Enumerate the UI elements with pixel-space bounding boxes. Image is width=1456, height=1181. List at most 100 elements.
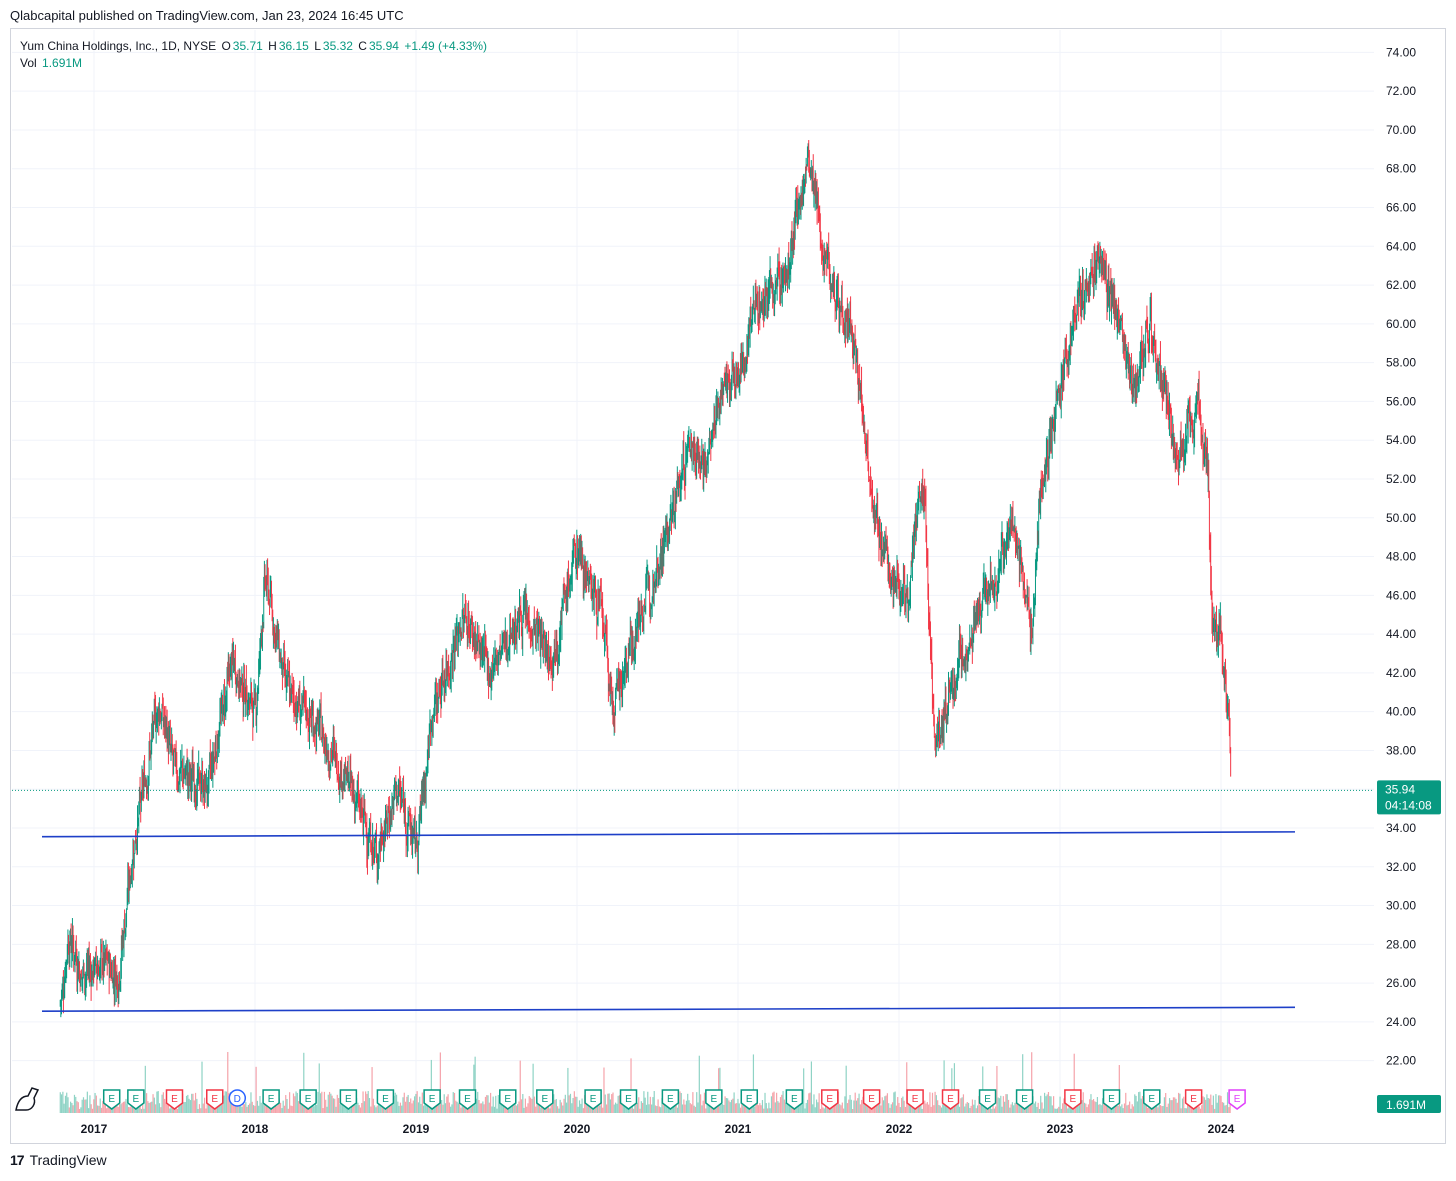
tradingview-logo-icon[interactable]: 17: [10, 1152, 25, 1168]
volume-bar: [1107, 1102, 1109, 1113]
volume-bar: [649, 1096, 651, 1113]
volume-bar: [1101, 1098, 1104, 1113]
volume-bar: [63, 1103, 65, 1113]
volume-bar: [410, 1098, 412, 1113]
volume-bar: [558, 1108, 560, 1113]
volume-bar: [67, 1097, 69, 1113]
volume-bar: [970, 1105, 972, 1113]
y-tick-label: 48.00: [1386, 550, 1416, 564]
footer-brand[interactable]: TradingView: [29, 1152, 107, 1168]
volume-bar: [1123, 1103, 1126, 1113]
volume-bar: [654, 1105, 657, 1113]
y-tick-label: 64.00: [1386, 239, 1416, 253]
volume-bar: [900, 1097, 903, 1113]
volume-bar: [1170, 1100, 1172, 1113]
volume-bar: [374, 1105, 376, 1113]
volume-bar: [76, 1101, 78, 1113]
volume-bar: [277, 1101, 279, 1113]
volume-bar: [907, 1098, 909, 1113]
volume-bar: [474, 1056, 476, 1113]
volume-bar: [416, 1091, 418, 1113]
volume-bar: [432, 1107, 434, 1113]
volume-bar: [1199, 1108, 1202, 1113]
volume-bar: [953, 1063, 956, 1113]
volume-bar: [326, 1106, 328, 1113]
volume-bar: [276, 1106, 278, 1113]
volume-bar: [1206, 1094, 1208, 1113]
volume-bar: [227, 1051, 229, 1113]
event-marker-label: E: [345, 1094, 352, 1105]
volume-bar: [937, 1100, 939, 1113]
volume-bar: [1154, 1104, 1156, 1113]
volume-bar: [460, 1107, 462, 1113]
volume-bar: [187, 1094, 189, 1113]
earnings-marker-icon: [339, 1089, 358, 1110]
volume-bar: [1049, 1096, 1051, 1113]
volume-bar: [390, 1099, 392, 1113]
volume-bar: [149, 1102, 152, 1113]
volume-bar: [299, 1095, 301, 1113]
volume-bar: [72, 1105, 74, 1113]
volume-bar: [625, 1102, 627, 1113]
volume-bar: [845, 1065, 847, 1113]
earnings-marker-icon: [536, 1089, 554, 1110]
volume-bar: [706, 1097, 708, 1113]
volume-bar: [1091, 1100, 1093, 1113]
volume-bar: [423, 1105, 425, 1113]
volume-bar: [702, 1100, 704, 1113]
volume-bar: [563, 1098, 565, 1113]
volume-bar: [191, 1093, 193, 1113]
volume-bar: [447, 1094, 449, 1113]
price-tag-countdown: 04:14:08: [1385, 798, 1432, 812]
y-tick-label: 54.00: [1386, 433, 1416, 447]
volume-bar: [584, 1095, 586, 1113]
volume-bar: [741, 1097, 743, 1113]
volume-bar: [778, 1102, 780, 1113]
volume-bar: [102, 1100, 104, 1113]
volume-bar: [164, 1098, 166, 1113]
x-tick-label: 2022: [886, 1122, 913, 1136]
volume-bar: [372, 1098, 374, 1113]
volume-bar: [189, 1100, 192, 1113]
volume-bar: [424, 1096, 426, 1113]
volume-bar: [366, 1093, 368, 1113]
volume-bar: [1000, 1095, 1002, 1113]
volume-bar: [781, 1094, 783, 1113]
volume-bar: [1181, 1098, 1184, 1113]
volume-bar: [152, 1094, 154, 1113]
volume-bar: [946, 1101, 948, 1113]
volume-bar: [170, 1106, 172, 1113]
volume-bar: [453, 1092, 456, 1113]
volume-bar: [880, 1105, 882, 1113]
volume-bar: [1221, 1102, 1223, 1113]
volume-bar: [1028, 1105, 1030, 1113]
volume-bar: [1140, 1098, 1142, 1113]
volume-bar: [1005, 1094, 1007, 1113]
volume-bar: [693, 1105, 695, 1113]
volume-bar: [1138, 1092, 1140, 1113]
volume-bar: [147, 1101, 149, 1113]
volume-bar: [192, 1093, 194, 1113]
volume-bar: [774, 1102, 776, 1113]
volume-bar: [652, 1097, 654, 1113]
volume-bar: [1147, 1107, 1149, 1113]
volume-bar: [763, 1108, 765, 1113]
volume-bar: [473, 1064, 475, 1113]
volume-bar: [863, 1096, 865, 1113]
volume-bar: [487, 1095, 489, 1113]
y-tick-label: 26.00: [1386, 976, 1416, 990]
volume-bar: [1223, 1102, 1225, 1113]
volume-bar: [707, 1099, 709, 1113]
volume-bar: [1018, 1101, 1020, 1113]
volume-bar: [737, 1098, 739, 1113]
x-tick-label: 2019: [403, 1122, 430, 1136]
volume-bar: [205, 1108, 207, 1113]
y-tick-label: 22.00: [1386, 1054, 1416, 1068]
volume-bar: [298, 1101, 300, 1113]
volume-bar: [770, 1096, 773, 1113]
volume-bar: [176, 1108, 179, 1113]
volume-bar: [974, 1099, 976, 1113]
volume-bar: [912, 1107, 914, 1113]
volume-bar: [826, 1107, 828, 1113]
